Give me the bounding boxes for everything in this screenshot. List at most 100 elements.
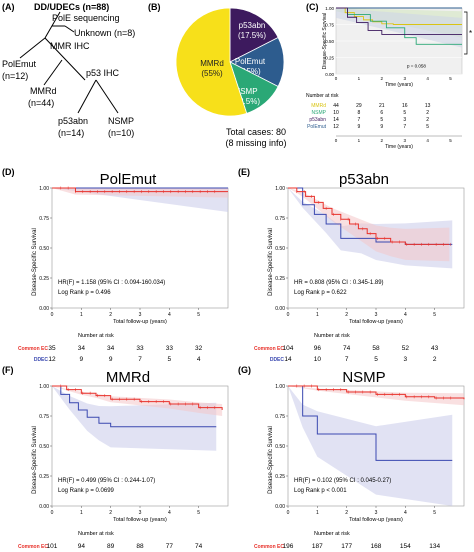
panel-c-risk-value: 10 <box>333 110 339 116</box>
km-curve-ddec <box>52 385 217 428</box>
km-ci-common <box>52 188 228 198</box>
km-risk-value-common: 196 <box>283 543 294 550</box>
km-logrank: Log Rank p = 0.622 <box>294 290 347 296</box>
km-ytick: 0.00 <box>39 306 49 312</box>
km-risk-value-ddec: 7 <box>345 356 349 363</box>
km-ytick: 0.25 <box>39 276 49 282</box>
tree-edge <box>44 37 86 81</box>
panel-c-risk-value: 5 <box>380 117 383 123</box>
km-ytick: 0.75 <box>275 216 285 222</box>
tree-mmrd-n: (n=44) <box>28 98 54 108</box>
km-xtick: 5 <box>197 510 200 516</box>
km-hr: HR(F) = 0.499 (95% CI : 0.244-1.07) <box>58 478 155 484</box>
km-panel-e: (E) p53abn 1.00 0.75 0.50 0.25 0.000 1 2 3 4 5 Total… <box>238 167 465 363</box>
km-risk-value-common: 74 <box>343 345 351 352</box>
km-ytick: 0.25 <box>275 474 285 480</box>
panel-c-risk-label: NSMP <box>312 110 327 116</box>
panel-c-risk-xlabel: Time (years) <box>385 144 413 150</box>
panel-letter-a: (A) <box>2 2 15 12</box>
km-ytick: 0.50 <box>39 246 49 252</box>
km-xtick: 5 <box>433 312 436 318</box>
pie-missing: (8 missing info) <box>225 138 286 148</box>
km-title: MMRd <box>106 369 150 386</box>
km-title: p53abn <box>339 171 389 188</box>
panel-c-risk-xtick: 1 <box>358 138 361 143</box>
km-logrank: Log Rank p = 0.496 <box>58 290 111 296</box>
tree-pole-seq: PolE sequencing <box>52 13 120 23</box>
panel-c-risk-value: 8 <box>358 110 361 116</box>
km-risk-value-common: 177 <box>341 543 352 550</box>
tree-nsmp-n: (n=10) <box>108 128 134 138</box>
panel-c-risk-xtick: 5 <box>449 138 452 143</box>
tree-p53abn-n: (n=14) <box>58 128 84 138</box>
panel-c-risk-label: p53abn <box>309 117 326 123</box>
panel-c-risk-value: 16 <box>402 103 408 109</box>
pie-label-pct: (17.5%) <box>238 31 266 40</box>
tree-edge <box>19 37 46 59</box>
panel-c-ylabel: Disease-Specific Survival <box>322 13 328 69</box>
panel-c-risk-value: 2 <box>426 117 429 123</box>
panel-c-risk-value: 13 <box>425 103 431 109</box>
panel-letter-g: (G) <box>238 365 251 375</box>
panel-c-risk-label: PolEmut <box>307 124 327 130</box>
pie-label-pct: (15%) <box>239 67 261 76</box>
panel-c-risk-value: 9 <box>358 124 361 130</box>
km-risk-value-common: 94 <box>78 543 86 550</box>
panel-c-xtick: 4 <box>426 76 429 81</box>
km-risk-value-common: 34 <box>78 345 86 352</box>
km-risk-value-ddec: 2 <box>433 356 437 363</box>
tree-edge <box>64 25 75 33</box>
tree-mmr-ihc: MMR IHC <box>50 41 90 51</box>
km-risk-value-common: 52 <box>402 345 410 352</box>
km-ci-common <box>288 386 464 406</box>
km-risk-value-common: 101 <box>47 543 58 550</box>
panel-c-risk-title: Number at risk <box>306 93 339 99</box>
km-risk-value-ddec: 5 <box>168 356 172 363</box>
tree-nsmp: NSMP <box>108 116 134 126</box>
km-risk-value-common: 104 <box>283 345 294 352</box>
km-curve-common <box>288 187 450 245</box>
km-panel-g: (G) NSMP 1.00 0.75 0.50 0.25 0.000 1 2 3 4 5 Total f… <box>238 365 465 550</box>
panel-letter-b: (B) <box>148 2 161 12</box>
panel-c-risk-value: 7 <box>403 124 406 130</box>
km-risk-value-ddec: 4 <box>197 356 201 363</box>
km-ytick: 0.00 <box>275 306 285 312</box>
tree-unknown: Unknown (n=8) <box>74 28 135 38</box>
km-ytick: 0.00 <box>39 504 49 510</box>
pie-slice-polemut <box>229 36 285 88</box>
km-risk-value-ddec: 14 <box>284 356 292 363</box>
panel-c-risk-xtick: 4 <box>426 138 429 143</box>
panel-c-ytick: 0.75 <box>325 23 334 28</box>
tree-edge <box>77 79 97 114</box>
km-risk-value-common: 154 <box>400 543 411 550</box>
km-risk-value-common: 89 <box>107 543 115 550</box>
km-panel-f: (F) MMRd 1.00 0.75 0.50 0.25 0.000 1 2 3 4 5 Total f… <box>2 365 229 550</box>
km-risk-title: Number at risk <box>314 333 350 339</box>
panel-c-risk-xtick: 0 <box>335 138 338 143</box>
pie-label-name: p53abn <box>239 21 266 30</box>
km-xtick: 1 <box>316 312 319 318</box>
km-risk-label-common: Common EC <box>18 544 48 550</box>
km-xtick: 4 <box>168 510 171 516</box>
panel-letter-c: (C) <box>306 2 319 12</box>
km-risk-value-common: 74 <box>195 543 203 550</box>
km-risk-title: Number at risk <box>314 531 350 537</box>
panel-c-ytick: 0.25 <box>325 56 334 61</box>
pie-slice-p53abn <box>229 7 279 63</box>
km-risk-label-common: Common EC <box>18 346 48 352</box>
tree-p53-ihc: p53 IHC <box>86 68 120 78</box>
km-xtick: 4 <box>404 312 407 318</box>
km-ytick: 0.50 <box>275 246 285 252</box>
tree-edge <box>95 79 119 114</box>
km-risk-title: Number at risk <box>78 531 114 537</box>
km-risk-label-ddec: DDEC <box>34 357 49 363</box>
panel-c-xtick: 1 <box>358 76 361 81</box>
km-logrank: Log Rank p < 0.001 <box>294 488 347 494</box>
km-xtick: 0 <box>51 312 54 318</box>
km-risk-value-common: 168 <box>371 543 382 550</box>
km-risk-label-common: Common EC <box>254 544 284 550</box>
km-xlabel: Total follow-up (years) <box>113 517 167 523</box>
